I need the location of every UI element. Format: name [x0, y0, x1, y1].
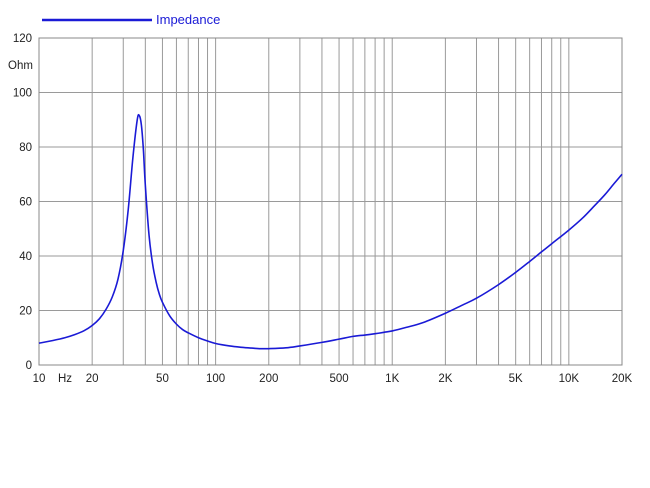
x-tick-label: 500 — [329, 373, 348, 385]
x-axis-label: Hz — [58, 373, 72, 385]
x-tick-label: 20K — [612, 373, 633, 385]
x-tick-label: 1K — [385, 373, 399, 385]
x-tick-label: 100 — [206, 373, 225, 385]
x-tick-label: 2K — [438, 373, 452, 385]
x-axis-ticks: 10 20 50 100 200 500 1K 2K 5K 10K 20K — [33, 373, 633, 385]
y-axis-ticks: 0 20 40 60 80 100 120 — [13, 33, 32, 372]
y-tick-label: 40 — [19, 251, 32, 263]
series-group — [38, 113, 623, 350]
x-tick-label: 20 — [86, 373, 99, 385]
x-tick-label: 200 — [259, 373, 278, 385]
x-tick-label: 10 — [33, 373, 46, 385]
y-tick-label: 100 — [13, 88, 32, 100]
y-tick-label: 80 — [19, 142, 32, 154]
plot-grid — [39, 38, 622, 365]
plot-frame — [38, 37, 623, 366]
y-tick-label: 0 — [26, 360, 32, 372]
x-tick-label: 5K — [509, 373, 523, 385]
y-tick-label: 60 — [19, 197, 32, 209]
x-tick-label: 10K — [559, 373, 580, 385]
legend: Impedance — [42, 12, 220, 27]
y-axis-label: Ohm — [8, 60, 33, 72]
legend-label-impedance: Impedance — [156, 12, 220, 27]
x-tick-label: 50 — [156, 373, 169, 385]
y-tick-label: 120 — [13, 33, 32, 45]
series-line-impedance — [38, 113, 623, 350]
y-tick-label: 20 — [19, 306, 32, 318]
